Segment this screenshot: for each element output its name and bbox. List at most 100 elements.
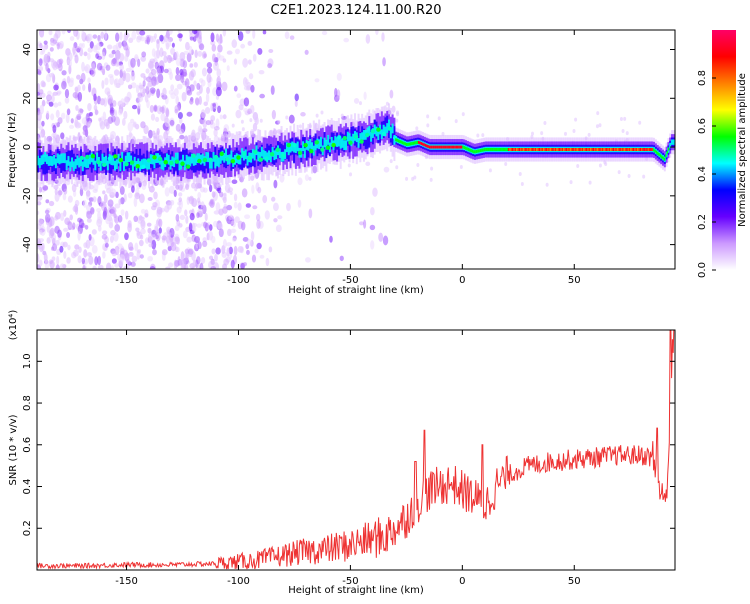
noise-blob xyxy=(64,88,70,99)
noise-blob xyxy=(215,86,222,97)
noise-blob xyxy=(304,49,309,55)
ridge-core xyxy=(434,145,436,149)
ridge-core xyxy=(635,148,638,151)
y-tick-label: 40 xyxy=(22,43,33,56)
noise-blob xyxy=(55,109,60,118)
ridge-cell xyxy=(241,152,244,170)
noise-blob xyxy=(265,257,270,267)
noise-blob xyxy=(569,180,573,185)
noise-blob xyxy=(154,223,158,231)
noise-blob xyxy=(66,52,73,62)
ridge-core xyxy=(530,148,533,151)
ridge-peak xyxy=(292,143,297,148)
ridge-core xyxy=(408,142,411,146)
noise-blob xyxy=(136,231,143,240)
ridge-core xyxy=(650,148,652,151)
noise-blob xyxy=(173,189,177,198)
noise-blob xyxy=(476,133,480,138)
ridge-cell xyxy=(44,152,47,162)
ridge-cell xyxy=(135,149,138,167)
y-tick-label: 1.0 xyxy=(22,353,33,369)
noise-blob xyxy=(72,222,76,230)
noise-blob xyxy=(294,100,298,107)
ridge-core xyxy=(479,149,482,153)
snr-panel: -150 -100 -50 0 50 0.2 0.4 0.6 0.8 1.0 Height of… xyxy=(8,310,676,596)
ridge-core xyxy=(447,145,449,149)
noise-blob xyxy=(459,164,463,169)
ridge-core xyxy=(520,148,522,151)
ridge-core xyxy=(448,145,451,149)
noise-blob xyxy=(127,84,133,90)
noise-blob xyxy=(47,90,52,96)
noise-blob xyxy=(81,30,85,40)
noise-blob xyxy=(197,125,203,135)
noise-blob xyxy=(74,244,80,250)
noise-blob xyxy=(90,67,96,77)
noise-blob xyxy=(223,258,230,266)
noise-blob xyxy=(66,59,71,65)
ridge-core xyxy=(415,141,417,145)
ridge-core xyxy=(538,148,541,151)
noise-blob xyxy=(124,232,129,241)
noise-blob xyxy=(210,32,215,43)
ridge-cell xyxy=(359,133,362,143)
ridge-core xyxy=(560,148,562,151)
noise-blob xyxy=(226,50,233,55)
ridge-core xyxy=(607,148,609,151)
noise-blob xyxy=(268,48,274,53)
noise-blob xyxy=(212,53,216,63)
ridge-core xyxy=(581,148,584,151)
y-tick-label: 0.2 xyxy=(22,520,33,536)
noise-blob xyxy=(77,107,84,115)
ridge-core xyxy=(532,148,534,151)
ridge-cell xyxy=(210,159,213,169)
noise-blob xyxy=(138,193,145,204)
ridge-cell xyxy=(189,156,192,167)
noise-blob xyxy=(67,195,73,203)
noise-blob xyxy=(163,131,169,141)
ridge-core xyxy=(458,145,460,149)
noise-blob xyxy=(227,189,231,194)
noise-blob xyxy=(258,70,265,75)
ridge-core xyxy=(580,148,582,151)
ridge-core xyxy=(420,142,423,146)
ridge-cell xyxy=(144,158,147,169)
noise-blob xyxy=(156,105,163,115)
spectrogram-heatmap xyxy=(37,30,675,269)
ridge-cell xyxy=(259,152,262,162)
noise-blob xyxy=(140,73,146,78)
noise-blob xyxy=(256,213,261,222)
noise-blob xyxy=(92,196,97,203)
ridge-cell xyxy=(183,150,186,168)
noise-blob xyxy=(277,215,283,220)
ridge-core xyxy=(638,148,640,151)
noise-blob xyxy=(128,37,134,44)
ridge-core xyxy=(400,140,402,144)
ridge-core xyxy=(602,148,604,151)
ridge-cell xyxy=(106,160,109,171)
noise-blob xyxy=(89,41,94,49)
noise-blob xyxy=(218,228,224,238)
ridge-core xyxy=(557,148,560,151)
noise-blob xyxy=(196,223,202,228)
ridge-core xyxy=(513,148,515,151)
noise-blob xyxy=(146,222,152,227)
ridge-core xyxy=(475,149,478,153)
ridge-core xyxy=(431,145,433,149)
noise-blob xyxy=(285,115,289,120)
noise-blob xyxy=(216,75,222,86)
noise-blob xyxy=(405,176,409,181)
noise-blob xyxy=(233,245,238,256)
ridge-core xyxy=(456,145,459,149)
noise-blob xyxy=(56,42,60,50)
noise-blob xyxy=(178,259,184,266)
noise-blob xyxy=(625,131,629,136)
noise-blob xyxy=(189,36,194,41)
noise-blob xyxy=(97,255,102,266)
noise-blob xyxy=(43,40,48,45)
ridge-cell xyxy=(216,156,219,167)
noise-blob xyxy=(46,224,50,233)
ridge-cell xyxy=(672,139,675,145)
ridge-cell xyxy=(391,123,394,134)
noise-blob xyxy=(228,246,233,255)
